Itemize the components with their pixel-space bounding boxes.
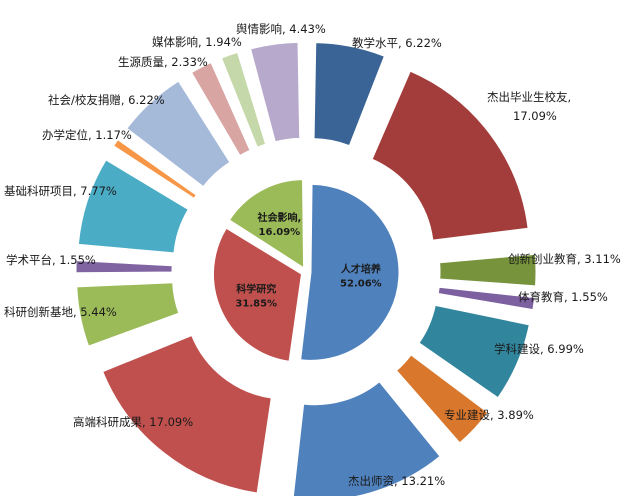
inner-slice-0	[300, 183, 400, 361]
outer-label-13: 生源质量, 2.33%	[118, 55, 208, 69]
outer-labels: 教学水平, 6.22% 杰出毕业生校友, 17.09% 创新创业教育, 3.11% 体育…	[4, 22, 621, 488]
outer-slice-13	[190, 61, 251, 157]
inner-label-percent-1: 31.85%	[235, 298, 277, 309]
inner-slice-2	[228, 179, 305, 269]
inner-labels: 人才培养 52.06% 科学研究 31.85% 社会影响, 16.09%	[235, 211, 381, 310]
outer-slice-9	[75, 260, 173, 274]
inner-slice-1	[213, 227, 303, 362]
outer-label-15: 舆情影响, 4.43%	[236, 22, 326, 36]
outer-ring	[75, 41, 537, 496]
inner-ring	[213, 179, 400, 362]
outer-label-3: 体育教育, 1.55%	[518, 290, 608, 304]
outer-slice-2	[439, 253, 537, 287]
outer-label-14: 媒体影响, 1.94%	[152, 35, 242, 49]
outer-slice-8	[76, 282, 180, 347]
outer-slice-3	[437, 286, 536, 311]
outer-slice-10	[77, 159, 189, 254]
outer-label-7: 高端科研成果, 17.09%	[73, 415, 193, 429]
outer-slice-12	[126, 80, 231, 188]
inner-label-percent-2: 16.09%	[259, 227, 301, 238]
outer-slice-0	[313, 42, 385, 147]
outer-slice-4	[418, 304, 530, 399]
outer-slice-1	[371, 70, 529, 241]
outer-slice-15	[249, 41, 301, 143]
outer-label-8: 科研创新基地, 5.44%	[4, 305, 117, 319]
outer-label-2: 创新创业教育, 3.11%	[508, 252, 621, 266]
outer-label-5: 专业建设, 3.89%	[444, 408, 534, 422]
outer-slice-14	[220, 51, 267, 148]
inner-label-percent-0: 52.06%	[340, 279, 382, 290]
outer-slice-7	[102, 334, 272, 494]
outer-label-1: 杰出毕业生校友, 17.09%	[487, 90, 571, 123]
inner-label-name-0: 人才培养	[341, 263, 382, 276]
outer-label-12: 社会/校友捐赠, 6.22%	[48, 93, 165, 107]
outer-label-4: 学科建设, 6.99%	[494, 342, 584, 356]
outer-label-9: 学术平台, 1.55%	[6, 253, 96, 267]
inner-label-name-1: 科学研究	[236, 282, 276, 295]
outer-label-0: 教学水平, 6.22%	[352, 36, 442, 50]
outer-slice-5	[395, 354, 489, 444]
outer-label-10: 基础科研项目, 7.77%	[4, 184, 117, 198]
outer-label-11: 办学定位, 1.17%	[42, 128, 132, 142]
inner-label-name-2: 社会影响,	[256, 211, 301, 224]
outer-label-6: 杰出师资, 13.21%	[348, 474, 445, 488]
outer-slice-6	[292, 381, 441, 496]
outer-slice-11	[112, 139, 197, 200]
